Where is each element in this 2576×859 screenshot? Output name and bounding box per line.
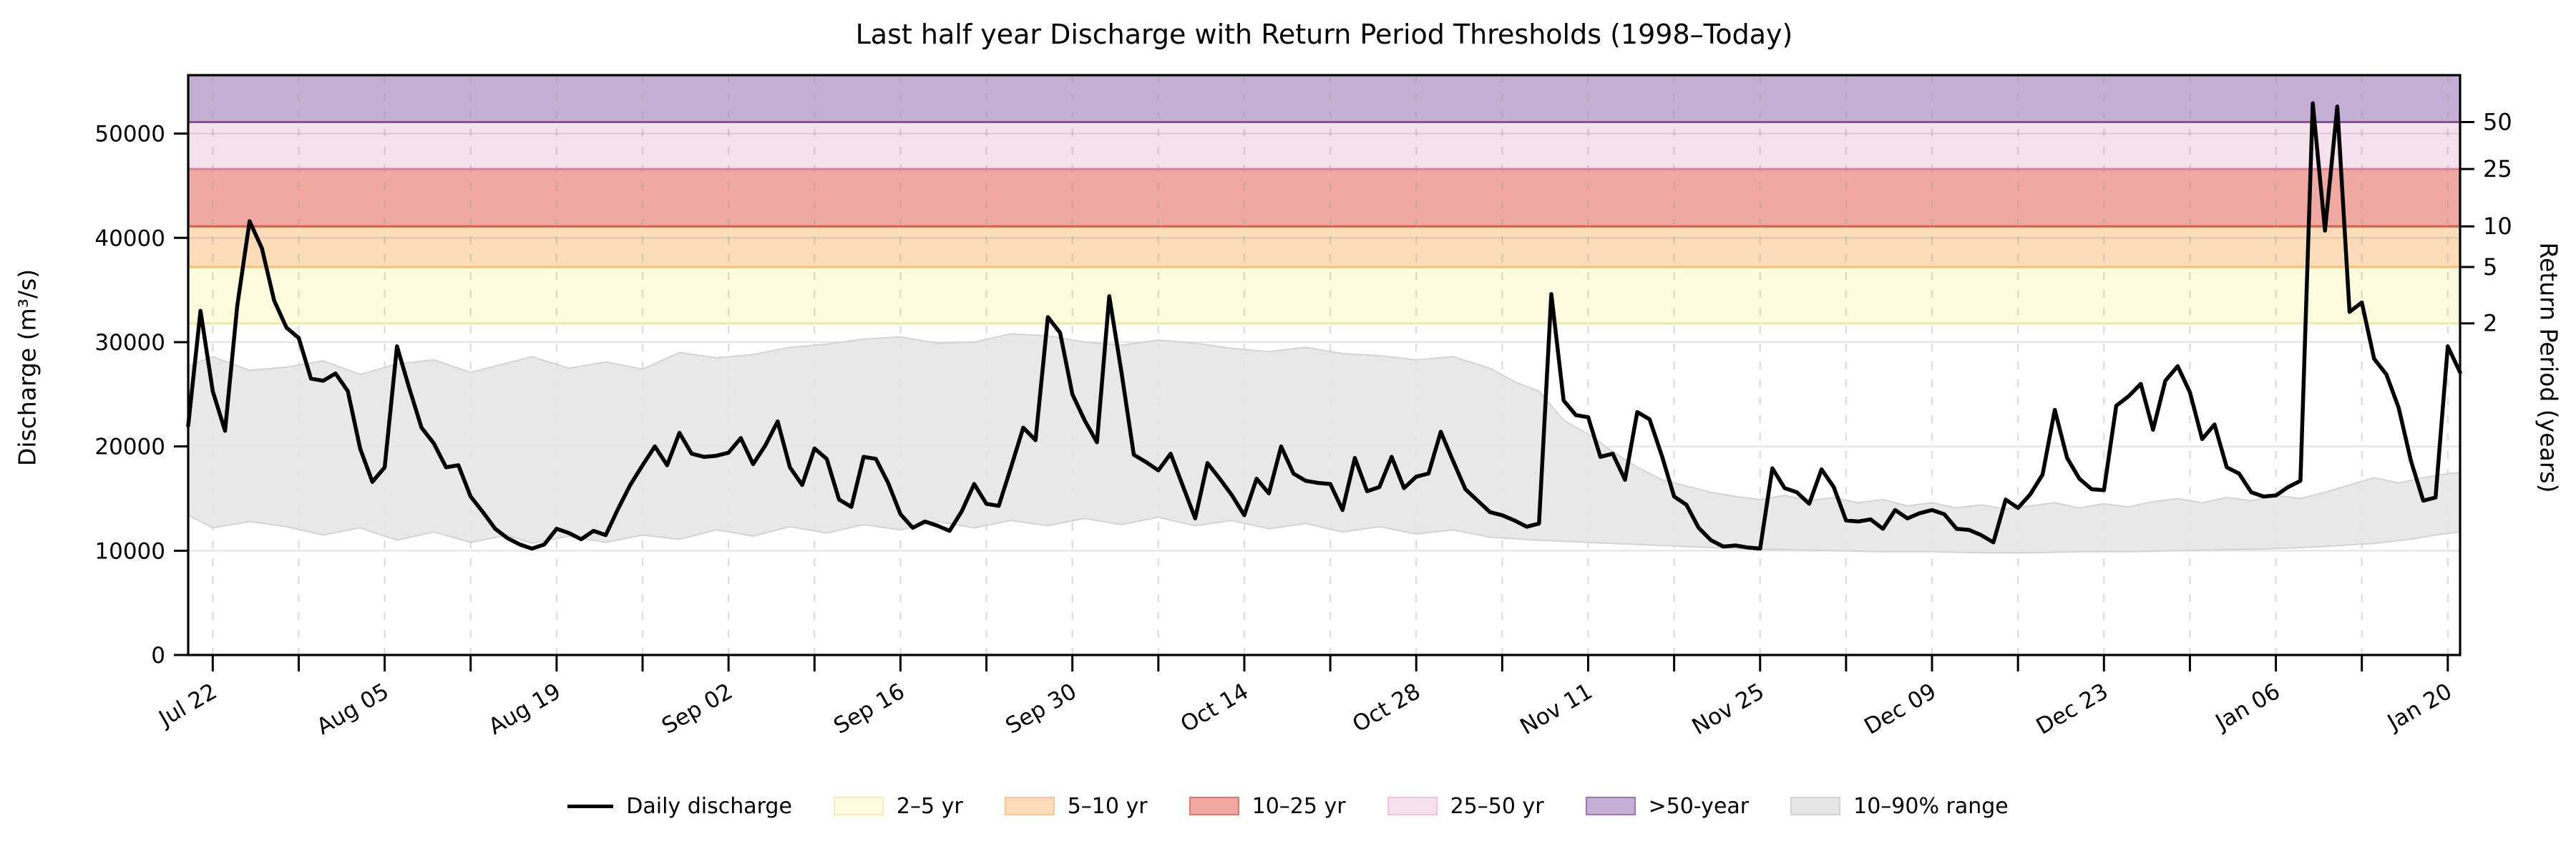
- x-tick-label: Oct 14: [1176, 679, 1253, 738]
- percentile-band: [187, 333, 2461, 554]
- legend-label: 2–5 yr: [896, 793, 963, 819]
- x-tick-label: Nov 25: [1688, 679, 1769, 740]
- y-tick-label: 30000: [94, 330, 165, 356]
- chart-title: Last half year Discharge with Return Per…: [855, 19, 1793, 50]
- legend-patch-swatch: [1387, 797, 1438, 815]
- return-period-band-2: [188, 226, 2460, 268]
- return-period-band-1: [188, 267, 2460, 324]
- y-tick-label: 50000: [94, 122, 165, 147]
- return-period-band-5: [188, 75, 2460, 122]
- legend-patch-swatch: [1189, 797, 1239, 815]
- x-tick-label: Nov 11: [1516, 679, 1596, 740]
- x-tick-label: Dec 23: [2032, 679, 2113, 740]
- legend-label: 10–90% range: [1853, 793, 2009, 819]
- y2-tick-label: 50: [2483, 109, 2512, 136]
- legend-label: Daily discharge: [626, 793, 792, 819]
- return-period-band-3: [188, 169, 2460, 227]
- legend-item-1: Daily discharge: [567, 794, 792, 819]
- y2-tick-label: 5: [2483, 253, 2497, 281]
- y2-tick-label: 10: [2483, 213, 2512, 240]
- legend-item-2: 2–5 yr: [833, 793, 963, 819]
- x-tick-label: Dec 09: [1860, 679, 1941, 740]
- legend: Daily discharge 2–5 yr 5–10 yr 10–25 yr 25–5…: [0, 785, 2576, 828]
- y-axis-label: Discharge (m³/s): [13, 268, 42, 467]
- daily-discharge-line: [186, 101, 2462, 551]
- legend-patch-swatch: [833, 797, 884, 815]
- legend-patch-swatch: [1004, 797, 1055, 815]
- x-tick-label: Sep 16: [829, 679, 909, 739]
- legend-item-7: 10–90% range: [1790, 794, 2009, 819]
- x-tick-label: Jan 20: [2382, 679, 2457, 737]
- legend-label: 25–50 yr: [1450, 793, 1544, 819]
- return-period-band-4: [188, 122, 2460, 170]
- legend-item-6: >50-year: [1585, 793, 1750, 819]
- legend-item-4: 10–25 yr: [1189, 794, 1346, 819]
- y-tick-label: 0: [151, 643, 165, 669]
- legend-label: 10–25 yr: [1252, 793, 1346, 819]
- plot-border: [187, 74, 2462, 656]
- y2-tick-label: 25: [2483, 155, 2512, 183]
- legend-item-5: 25–50 yr: [1387, 794, 1544, 819]
- y-tick-label: 10000: [94, 538, 165, 564]
- y2-tick-label: 2: [2483, 310, 2497, 337]
- x-tick-label: Sep 30: [1001, 679, 1080, 739]
- secondary-y-axis-label: Return Period (years): [2534, 242, 2563, 493]
- legend-label: >50-year: [1648, 793, 1750, 819]
- legend-item-3: 5–10 yr: [1004, 793, 1148, 819]
- x-tick-label: Jan 06: [2210, 679, 2285, 737]
- y-tick-label: 40000: [94, 225, 165, 251]
- legend-patch-swatch: [1585, 797, 1636, 815]
- legend-patch-swatch: [1790, 797, 1841, 815]
- y-tick-label: 20000: [94, 435, 165, 460]
- x-tick-label: Aug 19: [484, 679, 565, 740]
- x-tick-label: Oct 28: [1348, 679, 1425, 738]
- x-tick-label: Sep 02: [658, 679, 737, 739]
- x-tick-label: Aug 05: [312, 679, 393, 740]
- legend-label: 5–10 yr: [1067, 793, 1148, 819]
- legend-line-swatch: [567, 804, 614, 808]
- x-tick-label: Jul 22: [154, 679, 222, 733]
